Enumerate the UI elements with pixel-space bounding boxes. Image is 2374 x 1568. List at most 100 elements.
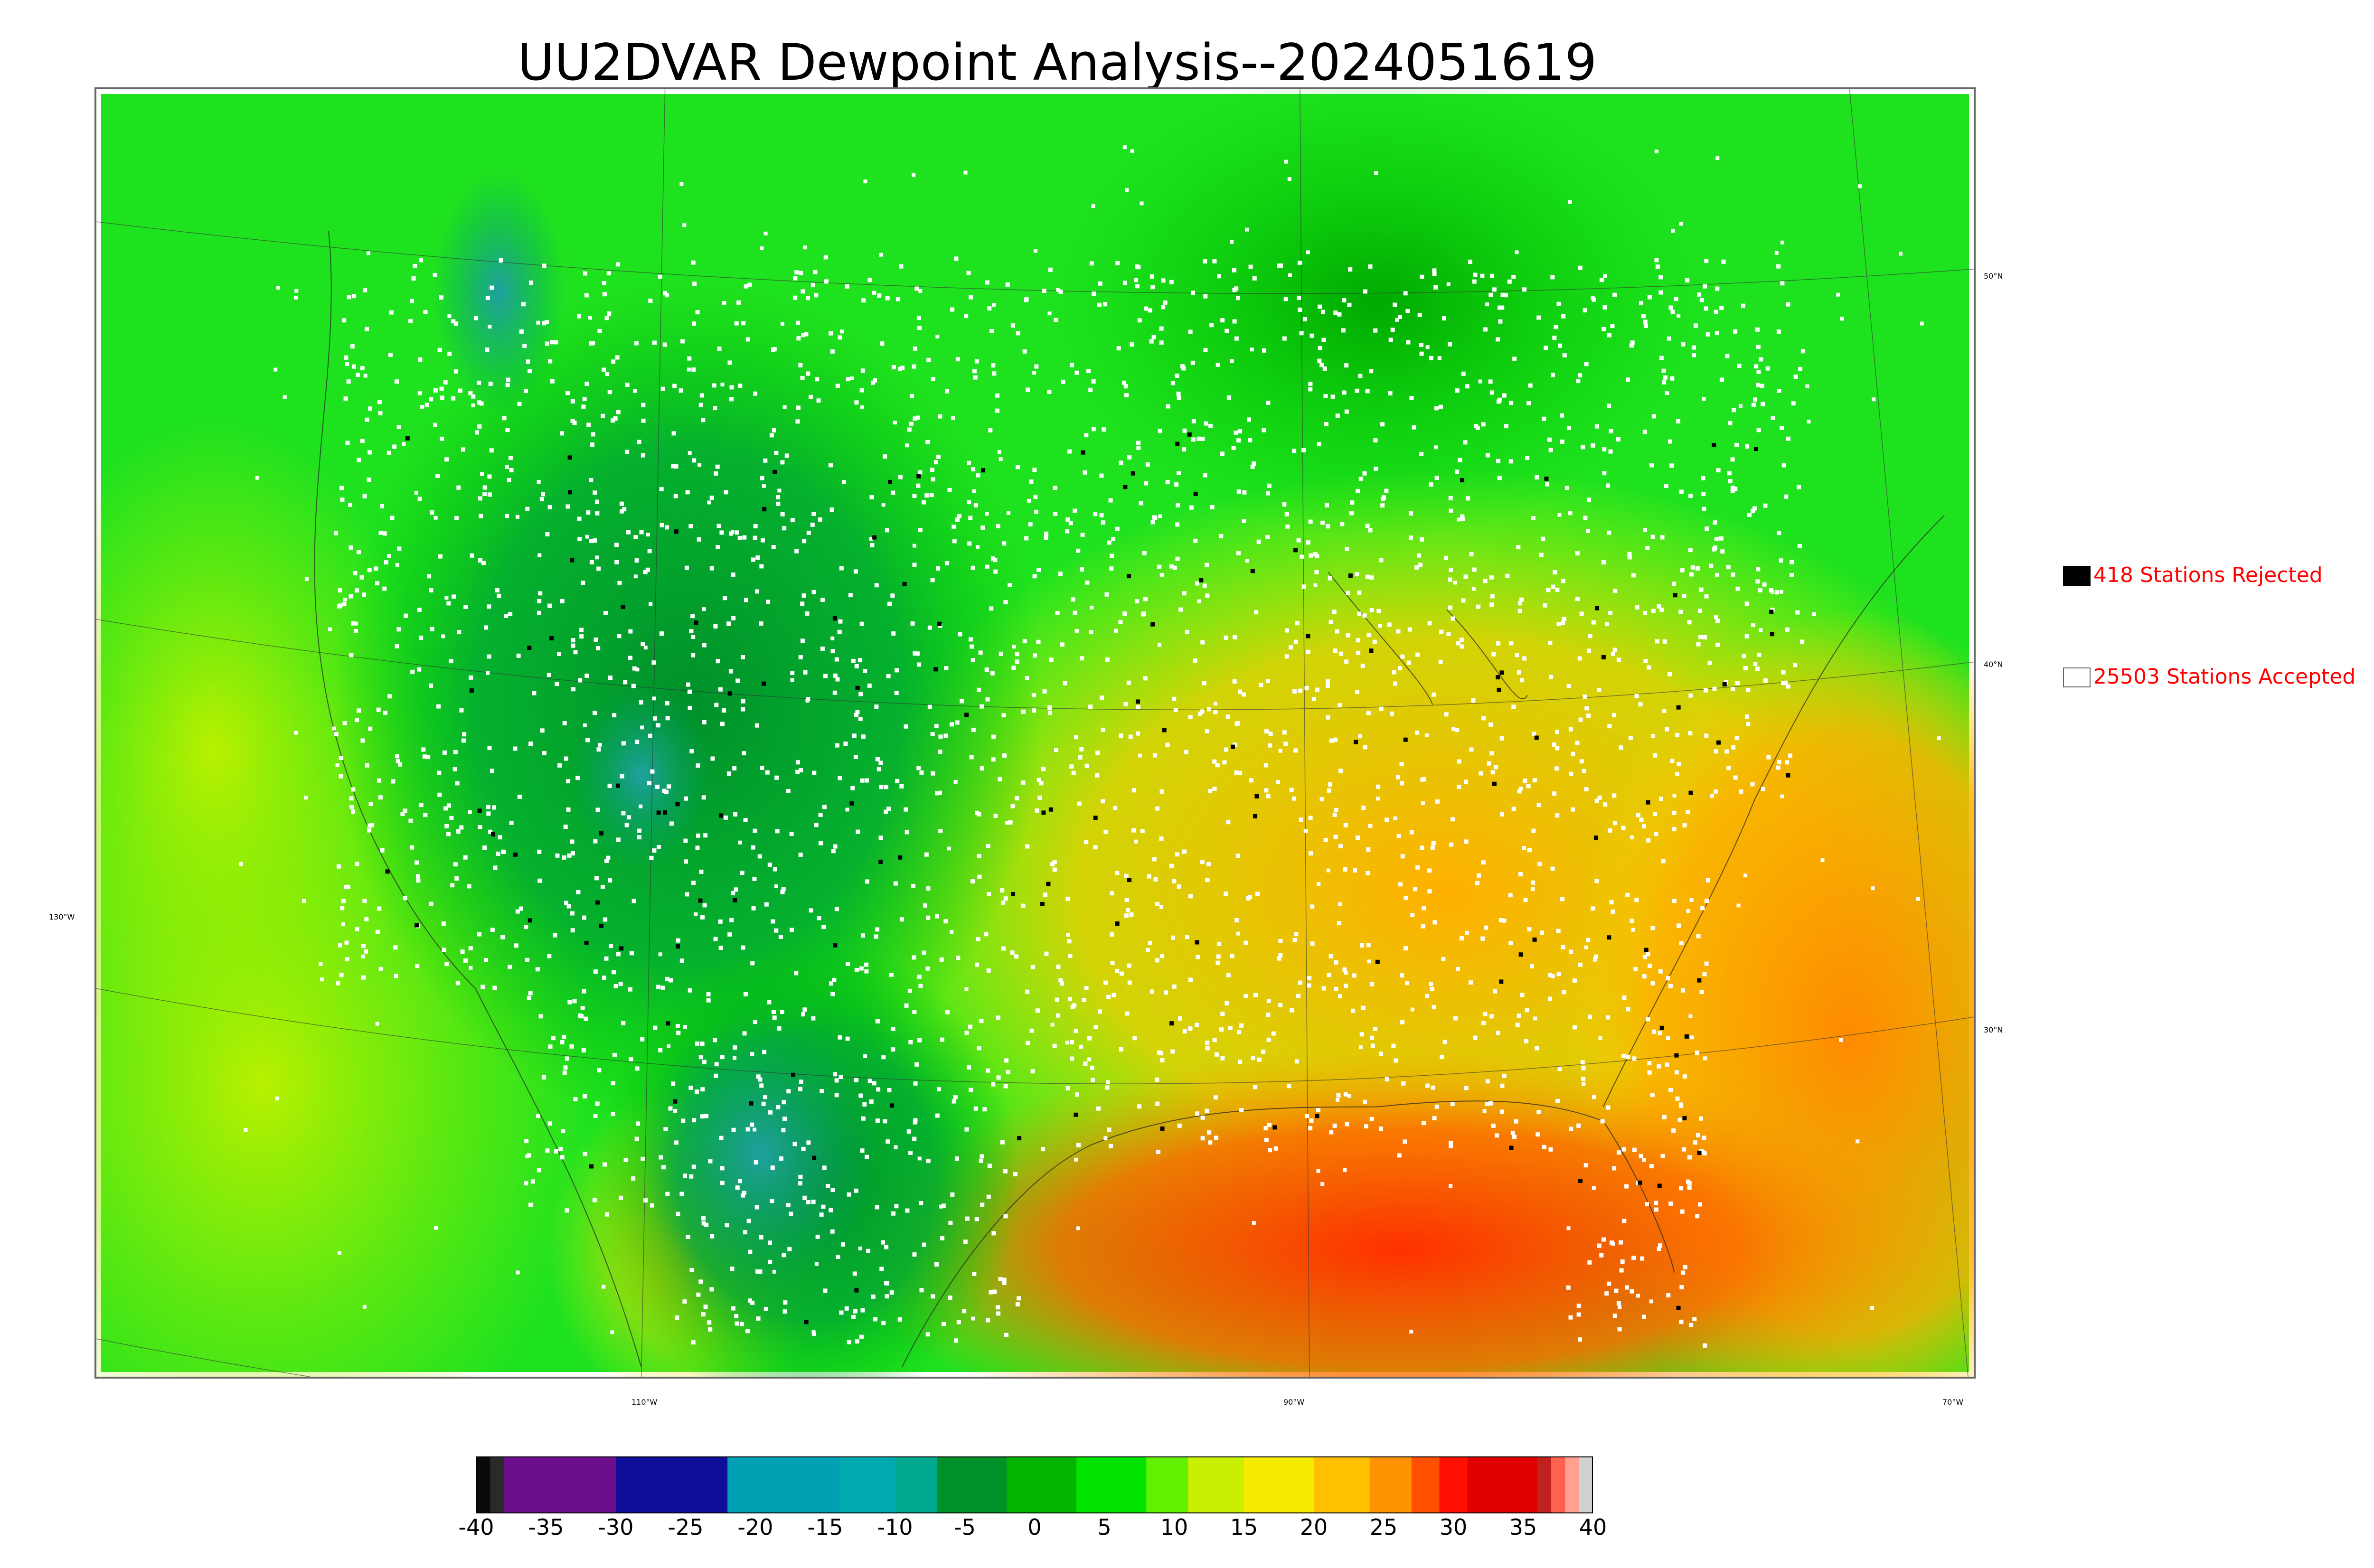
accepted-station-dot: [758, 1077, 763, 1082]
accepted-station-dot: [1483, 327, 1488, 332]
accepted-station-dot: [550, 340, 555, 345]
accepted-station-dot: [1484, 925, 1488, 930]
accepted-station-dot: [1298, 980, 1303, 985]
accepted-station-dot: [1287, 177, 1291, 181]
accepted-station-dot: [1055, 611, 1060, 616]
accepted-station-dot: [830, 1229, 835, 1234]
accepted-station-dot: [1321, 338, 1326, 342]
accepted-station-dot: [812, 770, 817, 775]
accepted-station-dot: [1678, 610, 1683, 614]
accepted-station-dot: [838, 619, 843, 624]
accepted-station-dot: [881, 1321, 886, 1325]
accepted-station-dot: [1529, 964, 1534, 968]
accepted-station-dot: [1236, 296, 1241, 300]
accepted-station-dot: [753, 1127, 757, 1132]
accepted-station-dot: [697, 463, 702, 467]
accepted-station-dot: [985, 697, 990, 702]
accepted-station-dot: [1576, 1312, 1581, 1317]
accepted-station-dot: [1726, 565, 1731, 570]
accepted-station-dot: [889, 973, 894, 977]
accepted-station-dot: [674, 1140, 678, 1145]
accepted-station-dot: [1042, 289, 1046, 293]
accepted-station-dot: [395, 754, 399, 759]
accepted-station-dot: [1688, 731, 1693, 736]
accepted-station-dot: [600, 413, 605, 418]
accepted-station-dot: [1738, 404, 1743, 408]
accepted-station-dot: [1668, 1088, 1673, 1092]
accepted-station-dot: [1515, 1023, 1520, 1027]
accepted-station-dot: [799, 1080, 803, 1084]
accepted-station-dot: [665, 1192, 670, 1196]
accepted-station-dot: [1779, 590, 1783, 594]
accepted-station-dot: [1444, 712, 1449, 717]
accepted-station-dot: [345, 441, 350, 445]
accepted-station-dot: [1633, 967, 1638, 971]
accepted-station-dot: [1209, 323, 1214, 328]
accepted-station-dot: [1763, 678, 1768, 683]
accepted-station-dot: [781, 887, 786, 892]
accepted-station-dot: [1015, 659, 1019, 664]
accepted-station-dot: [770, 1199, 774, 1203]
accepted-station-dot: [1151, 335, 1156, 339]
accepted-station-dot: [554, 340, 558, 345]
accepted-station-dot: [894, 1145, 898, 1149]
accepted-station-dot: [1208, 424, 1213, 429]
accepted-station-dot: [1213, 710, 1218, 714]
accepted-station-dot: [1549, 675, 1554, 679]
accepted-station-dot: [1451, 727, 1456, 731]
accepted-station-dot: [1730, 488, 1735, 493]
accepted-station-dot: [490, 769, 495, 773]
accepted-station-dot: [1295, 621, 1300, 626]
accepted-station-dot: [658, 1048, 663, 1052]
accepted-station-dot: [1598, 1036, 1602, 1040]
accepted-station-dot: [513, 746, 518, 751]
accepted-station-dot: [1084, 840, 1089, 845]
accepted-station-dot: [634, 341, 639, 346]
accepted-station-dot: [1576, 1304, 1581, 1308]
accepted-station-dot: [621, 1021, 626, 1025]
accepted-station-dot: [408, 818, 413, 823]
accepted-station-dot: [1242, 490, 1247, 495]
accepted-station-dot: [362, 899, 367, 903]
accepted-station-dot: [664, 789, 669, 794]
accepted-station-dot: [1576, 379, 1581, 384]
accepted-station-dot: [1282, 730, 1287, 735]
accepted-station-dot: [1389, 711, 1394, 716]
rejected-station-dot: [477, 808, 482, 813]
accepted-station-dot: [1136, 705, 1140, 710]
accepted-station-dot: [720, 1166, 725, 1171]
accepted-station-dot: [745, 1329, 750, 1333]
accepted-station-dot: [971, 1316, 975, 1321]
colorbar-tick: -15: [807, 1514, 843, 1540]
accepted-station-dot: [1034, 249, 1037, 253]
accepted-station-dot: [1188, 894, 1193, 899]
accepted-station-dot: [728, 669, 733, 674]
accepted-station-dot: [709, 566, 714, 571]
accepted-station-dot: [1084, 433, 1089, 438]
accepted-station-dot: [1509, 641, 1514, 646]
accepted-station-dot: [831, 849, 836, 854]
accepted-station-dot: [1519, 787, 1523, 791]
accepted-station-dot: [679, 958, 684, 963]
accepted-station-dot: [1480, 936, 1485, 941]
accepted-station-dot: [1400, 973, 1404, 978]
accepted-station-dot: [899, 264, 904, 269]
rejected-station-dot: [527, 646, 532, 650]
accepted-station-dot: [1695, 1051, 1699, 1055]
accepted-station-dot: [1163, 300, 1168, 305]
accepted-station-dot: [1144, 306, 1149, 311]
accepted-station-dot: [1495, 1133, 1499, 1138]
accepted-station-dot: [1457, 759, 1461, 764]
accepted-station-dot: [1343, 867, 1347, 872]
accepted-station-dot: [1798, 366, 1803, 371]
accepted-station-dot: [1353, 868, 1357, 873]
accepted-station-dot: [715, 464, 720, 469]
accepted-station-dot: [1234, 336, 1239, 341]
accepted-station-dot: [1132, 1036, 1137, 1041]
accepted-station-dot: [863, 179, 867, 184]
accepted-station-dot: [986, 844, 990, 848]
rejected-station-dot: [1130, 471, 1135, 476]
accepted-station-dot: [682, 223, 687, 227]
accepted-station-dot: [1523, 779, 1527, 783]
accepted-station-dot: [395, 644, 399, 648]
